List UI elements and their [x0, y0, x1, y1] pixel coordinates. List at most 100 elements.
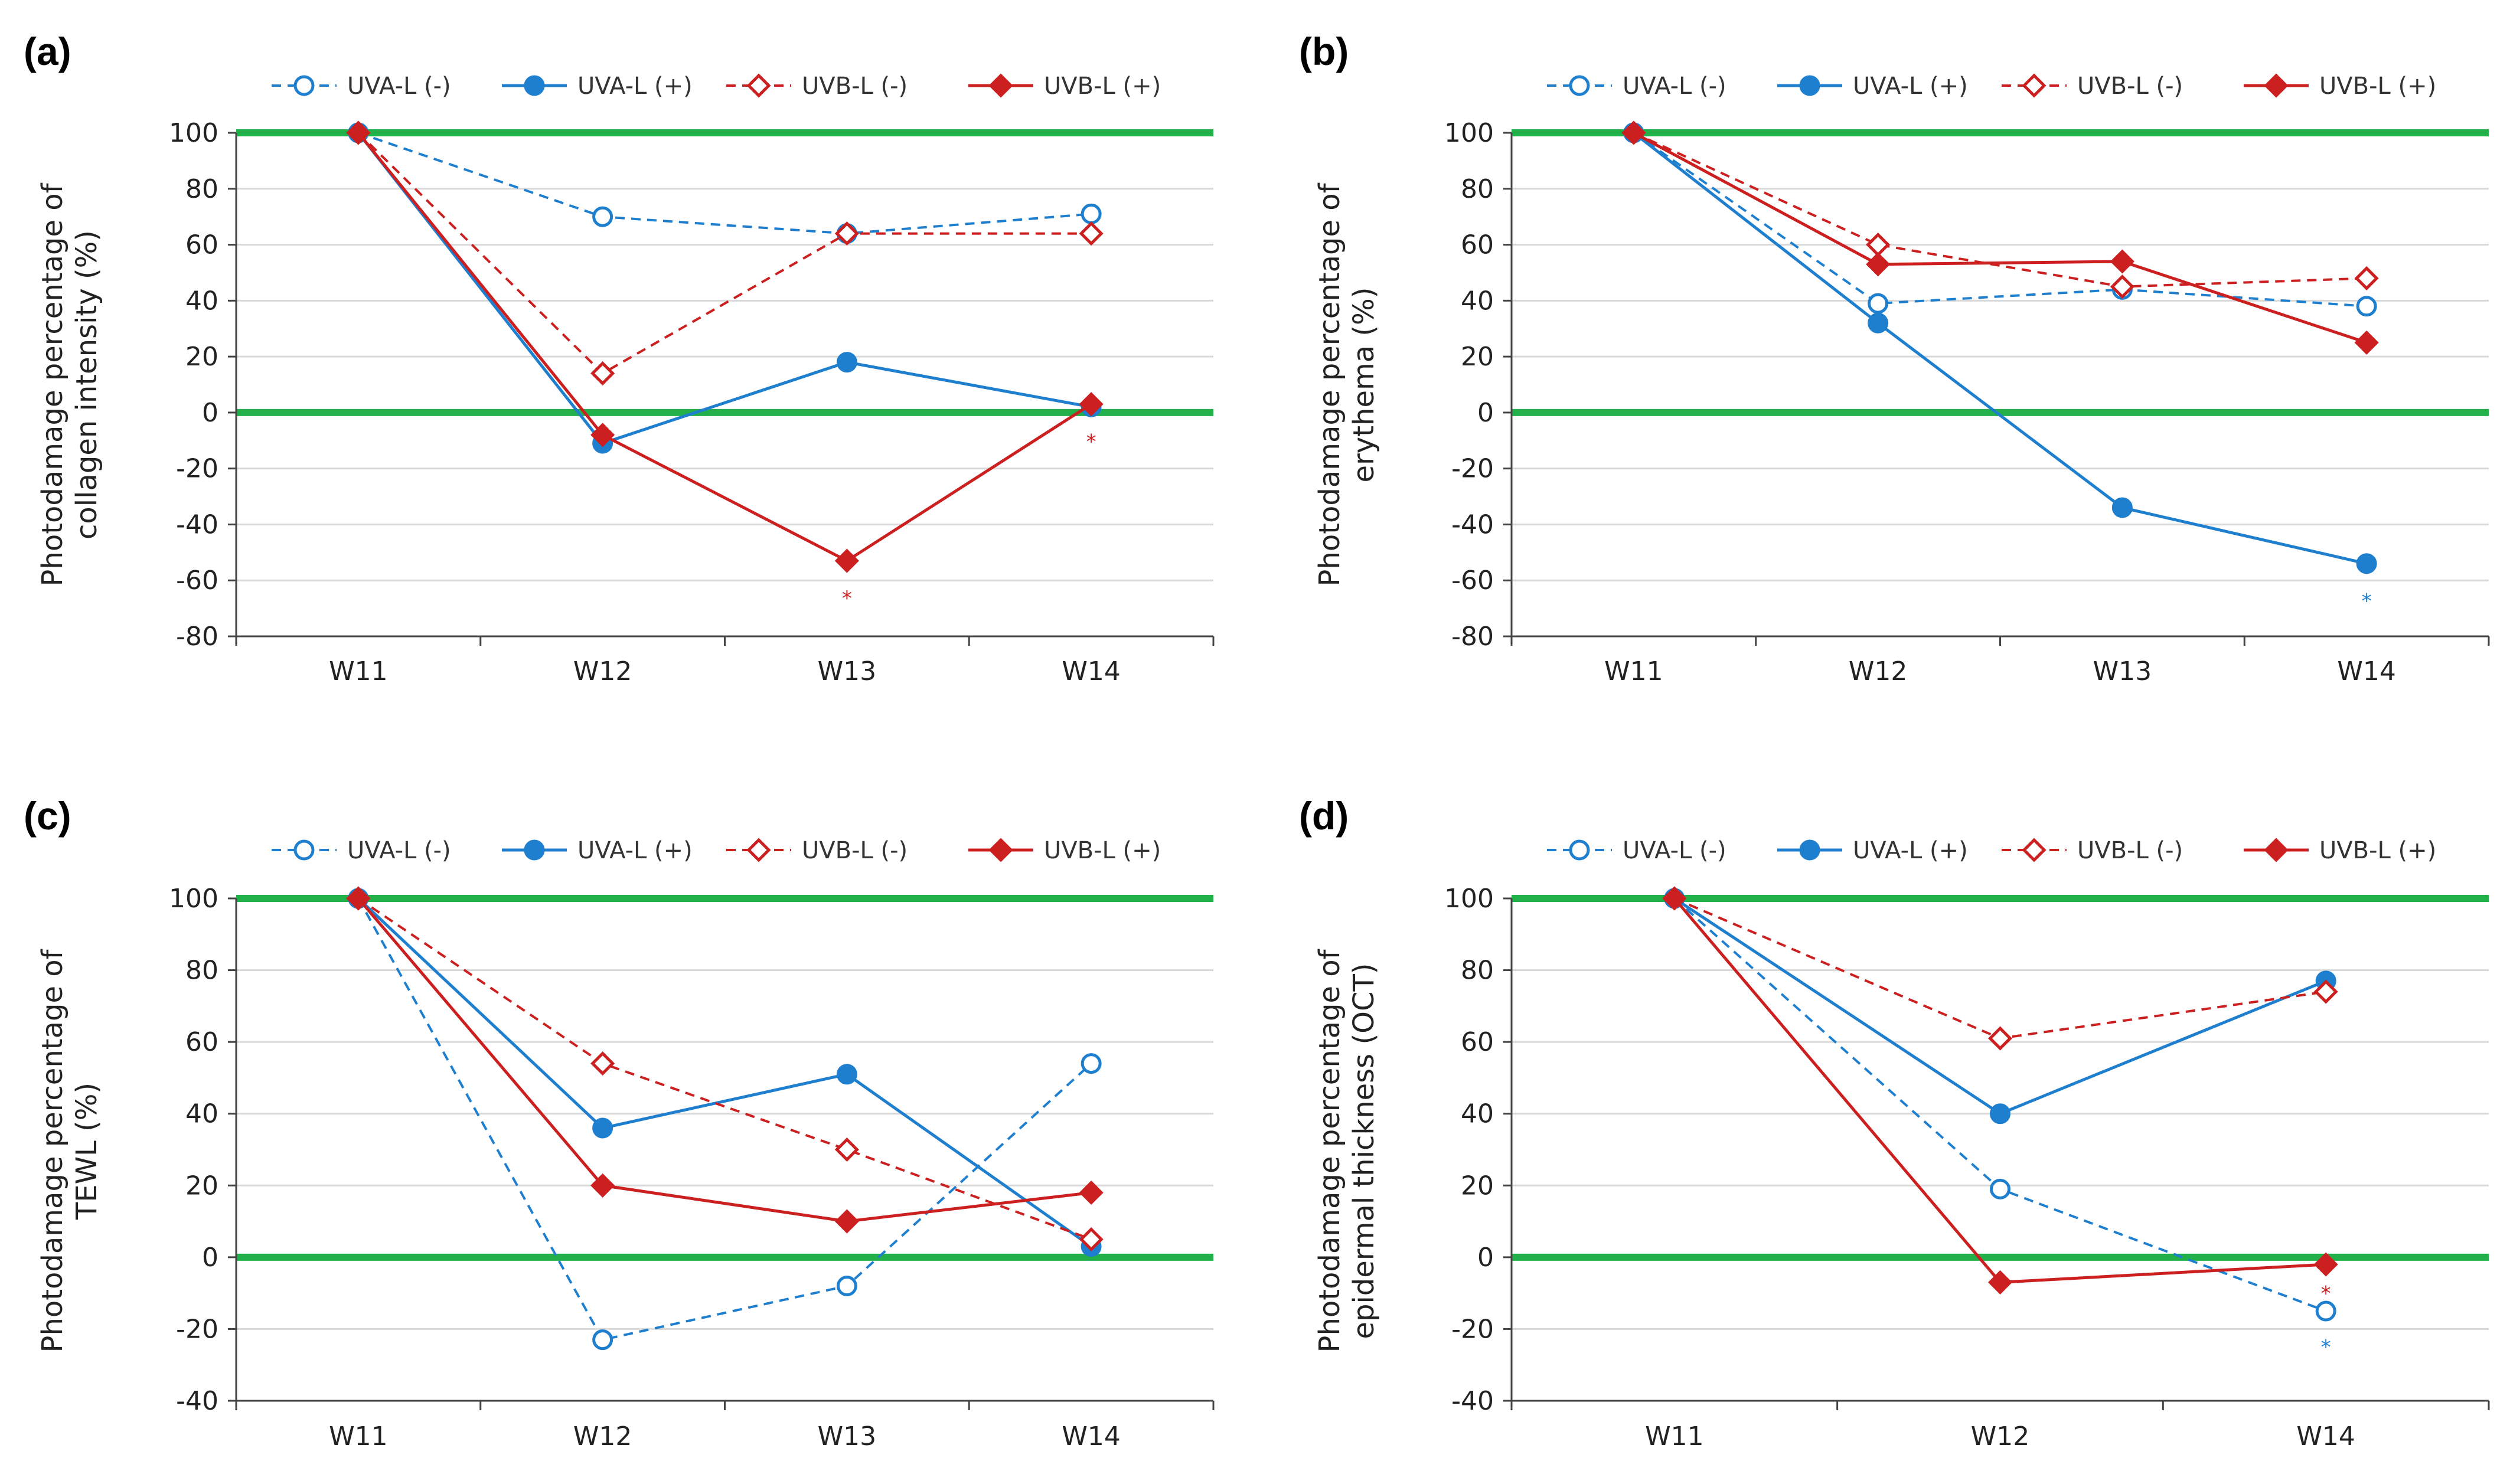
significance-mark: *	[2321, 1336, 2331, 1359]
legend-marker	[2264, 838, 2289, 862]
data-point	[1868, 293, 1889, 314]
y-tick-label: -40	[1451, 509, 1494, 540]
x-tick-label: W11	[329, 656, 388, 687]
data-point	[1079, 1180, 1104, 1205]
data-point	[836, 1064, 857, 1085]
legend-item: UVA-L (-)	[272, 837, 451, 864]
chart-panel-1: (a) 100 80 60 40 20 0 -20 -40 -60 -80 W11 W12 W13 W14 P…	[24, 30, 1215, 687]
data-point	[2110, 274, 2134, 299]
y-tick-label: 80	[185, 956, 218, 986]
legend-marker	[1799, 839, 1820, 861]
series-line-2	[1633, 132, 2367, 566]
y-tick-label: -60	[1451, 566, 1494, 596]
y-tick-label: 100	[1444, 118, 1494, 148]
data-point	[836, 1275, 857, 1296]
x-tick-label: W11	[1604, 656, 1663, 687]
y-tick-label: 20	[1461, 342, 1494, 372]
y-tick-label: 40	[1461, 286, 1494, 316]
series-line-4	[357, 132, 1092, 563]
legend-label: UVA-L (-)	[347, 837, 451, 864]
legend-label: UVB-L (+)	[1044, 837, 1161, 864]
data-point	[1987, 1026, 2013, 1051]
series-line-4	[1633, 131, 2367, 344]
legend-item: UVB-L (-)	[726, 837, 908, 864]
legend-label: UVA-L (-)	[1623, 837, 1726, 864]
series-line-1	[358, 132, 1092, 235]
data-point	[1079, 221, 1104, 246]
y-tick-label: 80	[1461, 174, 1494, 204]
legend-item: UVA-L (-)	[1547, 837, 1726, 864]
series-line-2	[357, 897, 1092, 1248]
legend-marker	[524, 75, 545, 96]
x-tick-label: W12	[1971, 1421, 2030, 1452]
legend-marker	[1799, 75, 1820, 96]
chart-panel-2: (b) 100 80 60 40 20 0 -20 -40 -60 -80 W11 W12 W13 W14 P…	[1299, 30, 2490, 687]
legend-marker	[2264, 73, 2289, 98]
legend-marker	[746, 73, 771, 98]
legend-item: UVA-L (-)	[272, 73, 451, 100]
y-tick-label: 100	[1444, 884, 1494, 914]
y-tick-label: 0	[202, 398, 218, 428]
data-point	[834, 1209, 859, 1234]
legend-item: UVA-L (-)	[1547, 73, 1726, 100]
data-point	[590, 361, 615, 386]
legend-marker	[524, 839, 545, 861]
y-tick-label: -20	[176, 454, 218, 484]
series-line-3	[1633, 132, 2367, 288]
data-point	[2111, 497, 2133, 518]
data-point	[2110, 249, 2134, 274]
x-tick-label: W12	[573, 656, 632, 687]
y-tick-label: 60	[1461, 230, 1494, 260]
legend-item: UVA-L (+)	[1777, 837, 1968, 864]
y-tick-label: 0	[1477, 398, 1494, 428]
data-point	[1990, 1178, 2010, 1199]
y-tick-label: 0	[202, 1243, 218, 1273]
legend-marker	[1569, 839, 1590, 861]
series-line-4	[357, 897, 1092, 1223]
legend-item: UVA-L (+)	[1777, 73, 1968, 100]
data-point	[346, 886, 371, 911]
data-point	[1662, 886, 1687, 911]
data-point	[1081, 1053, 1102, 1074]
y-tick-label: 40	[1461, 1099, 1494, 1129]
y-axis-title: Photodamage percentage ofcollagen intens…	[36, 182, 103, 586]
y-tick-label: 40	[185, 286, 218, 316]
y-tick-label: -80	[176, 622, 218, 652]
legend-item: UVB-L (+)	[968, 837, 1161, 864]
legend-marker	[746, 838, 771, 862]
series-line-4	[1673, 897, 2326, 1284]
panel-label: (a)	[24, 30, 71, 73]
y-tick-label: 20	[185, 1171, 218, 1201]
y-axis-title-line: collagen intensity (%)	[70, 230, 103, 540]
y-tick-label: 20	[1461, 1171, 1494, 1201]
legend-label: UVA-L (+)	[577, 73, 693, 100]
legend-label: UVA-L (-)	[1623, 73, 1726, 100]
legend-item: UVB-L (+)	[2244, 837, 2436, 864]
legend-label: UVA-L (+)	[1853, 73, 1968, 100]
data-point	[1621, 120, 1646, 145]
x-tick-label: W12	[1849, 656, 1908, 687]
legend-item: UVB-L (-)	[2002, 837, 2183, 864]
data-point	[592, 206, 613, 227]
data-point	[1081, 203, 1102, 224]
y-tick-label: 60	[185, 230, 218, 260]
series-line-3	[357, 132, 1092, 375]
y-axis-title-line: Photodamage percentage of	[1313, 949, 1346, 1352]
y-tick-label: -20	[1451, 1314, 1494, 1344]
legend-label: UVA-L (+)	[577, 837, 693, 864]
significance-mark: *	[2321, 1282, 2331, 1306]
y-axis-title-line: erythema (%)	[1347, 287, 1380, 483]
y-tick-label: 60	[185, 1027, 218, 1057]
legend-label: UVB-L (+)	[1044, 73, 1161, 100]
y-axis-title: Photodamage percentage oferythema (%)	[1313, 182, 1380, 586]
y-axis-title-line: Photodamage percentage of	[36, 949, 69, 1352]
panel-label: (d)	[1299, 794, 1349, 838]
legend-item: UVA-L (+)	[502, 73, 693, 100]
y-axis-title-line: epidermal thickness (OCT)	[1347, 963, 1380, 1339]
series-line-1	[1633, 132, 2367, 308]
legend-item: UVB-L (+)	[968, 73, 1161, 100]
series-line-2	[357, 132, 1092, 445]
legend-marker	[293, 75, 315, 96]
data-point	[592, 1117, 613, 1139]
